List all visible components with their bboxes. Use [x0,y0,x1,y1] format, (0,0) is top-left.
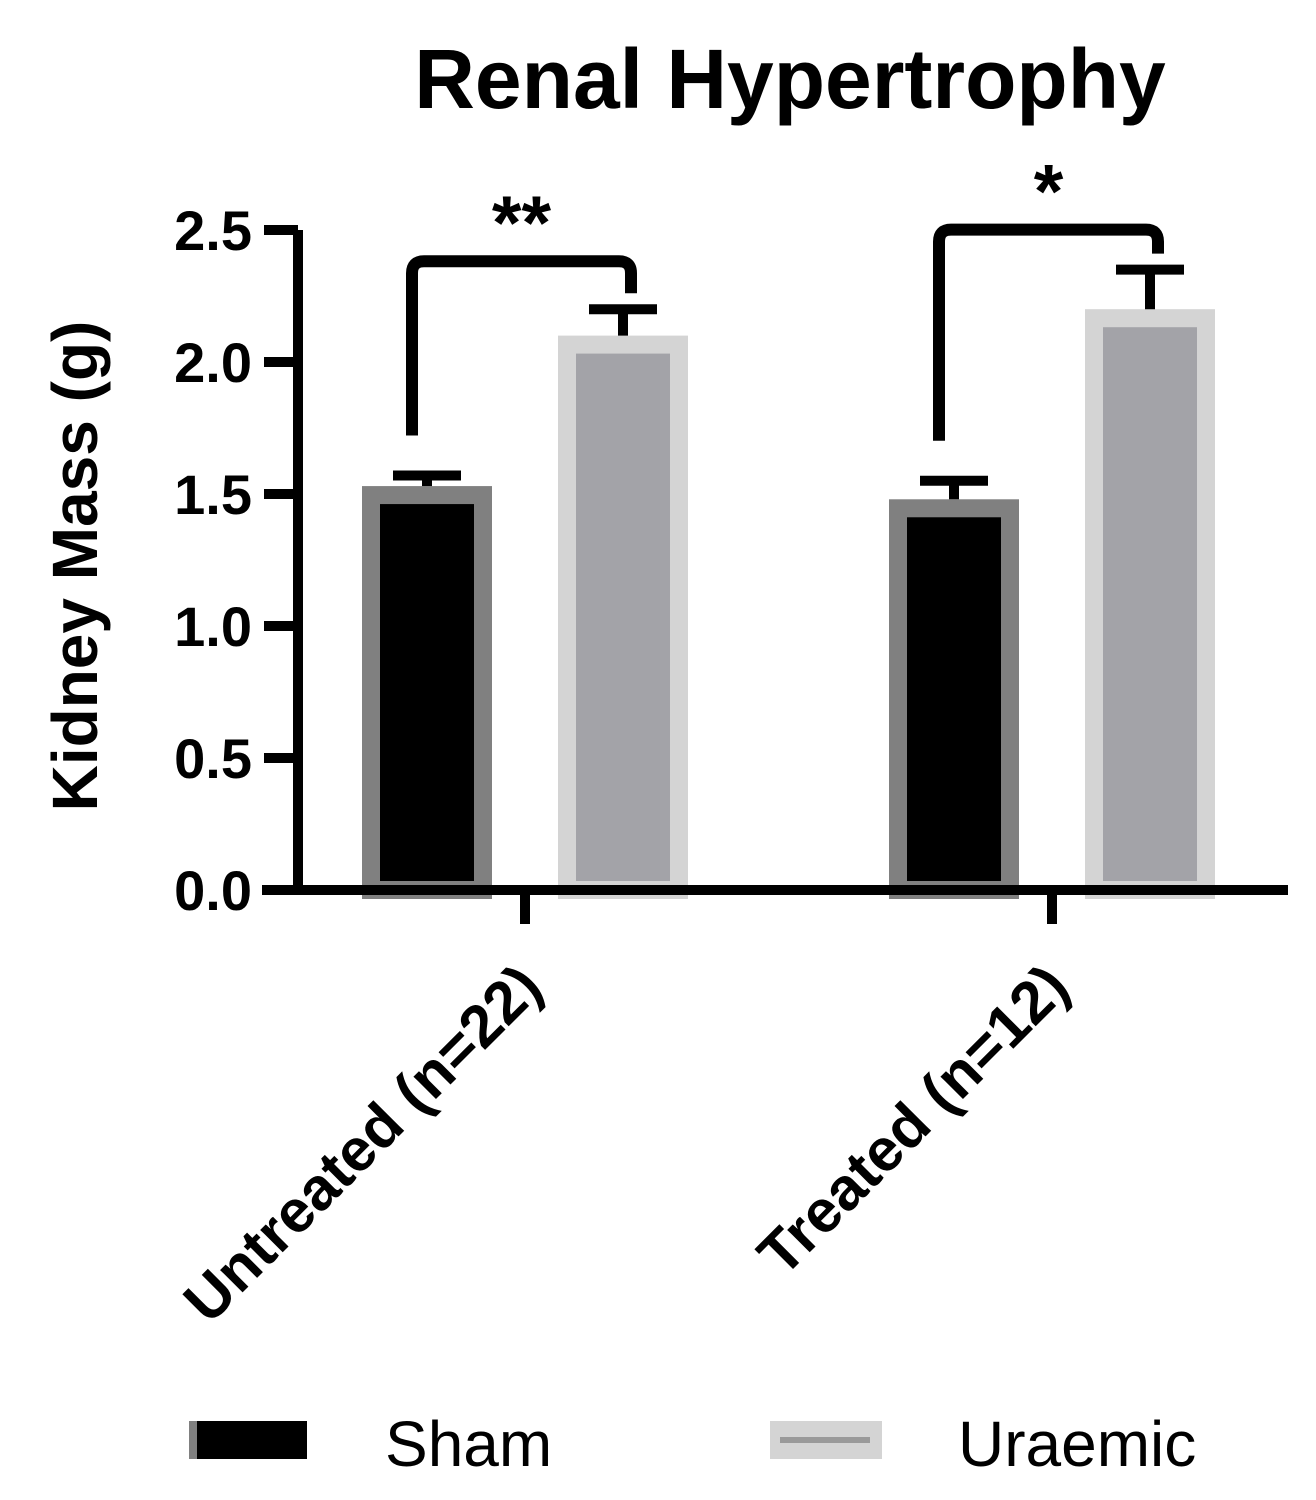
bar-uraemic [558,335,688,900]
bar-sham [889,499,1019,899]
y-tick-label: 2.5 [174,199,252,262]
plot-area: 0.0 0.5 1.0 1.5 2.0 2.5 Untreated (n=22) Treate… [171,150,1288,1335]
significance-bracket [933,223,1164,441]
legend-label: Sham [385,1408,552,1480]
legend-swatch-border [189,1421,197,1459]
bar-sham [362,486,492,899]
y-tick-label: 1.0 [174,595,252,658]
chart-title: Renal Hypertrophy [414,32,1166,126]
y-tick-label: 1.5 [174,463,252,526]
x-tick-label: Treated (n=12) [745,952,1081,1288]
y-tick-label: 2.0 [174,331,252,394]
legend: Sham Uraemic [189,1408,1196,1480]
x-tick-label: Untreated (n=22) [171,952,554,1335]
legend-swatch-sham [195,1421,307,1459]
y-tick-label: 0.0 [174,859,252,922]
significance-bracket [406,255,637,436]
y-axis-label: Kidney Mass (g) [39,321,111,812]
y-tick-label: 0.5 [174,727,252,790]
legend-label: Uraemic [958,1408,1196,1480]
bar-uraemic [1085,309,1215,899]
significance-label: * [1034,150,1064,235]
significance-label: ** [492,181,552,266]
